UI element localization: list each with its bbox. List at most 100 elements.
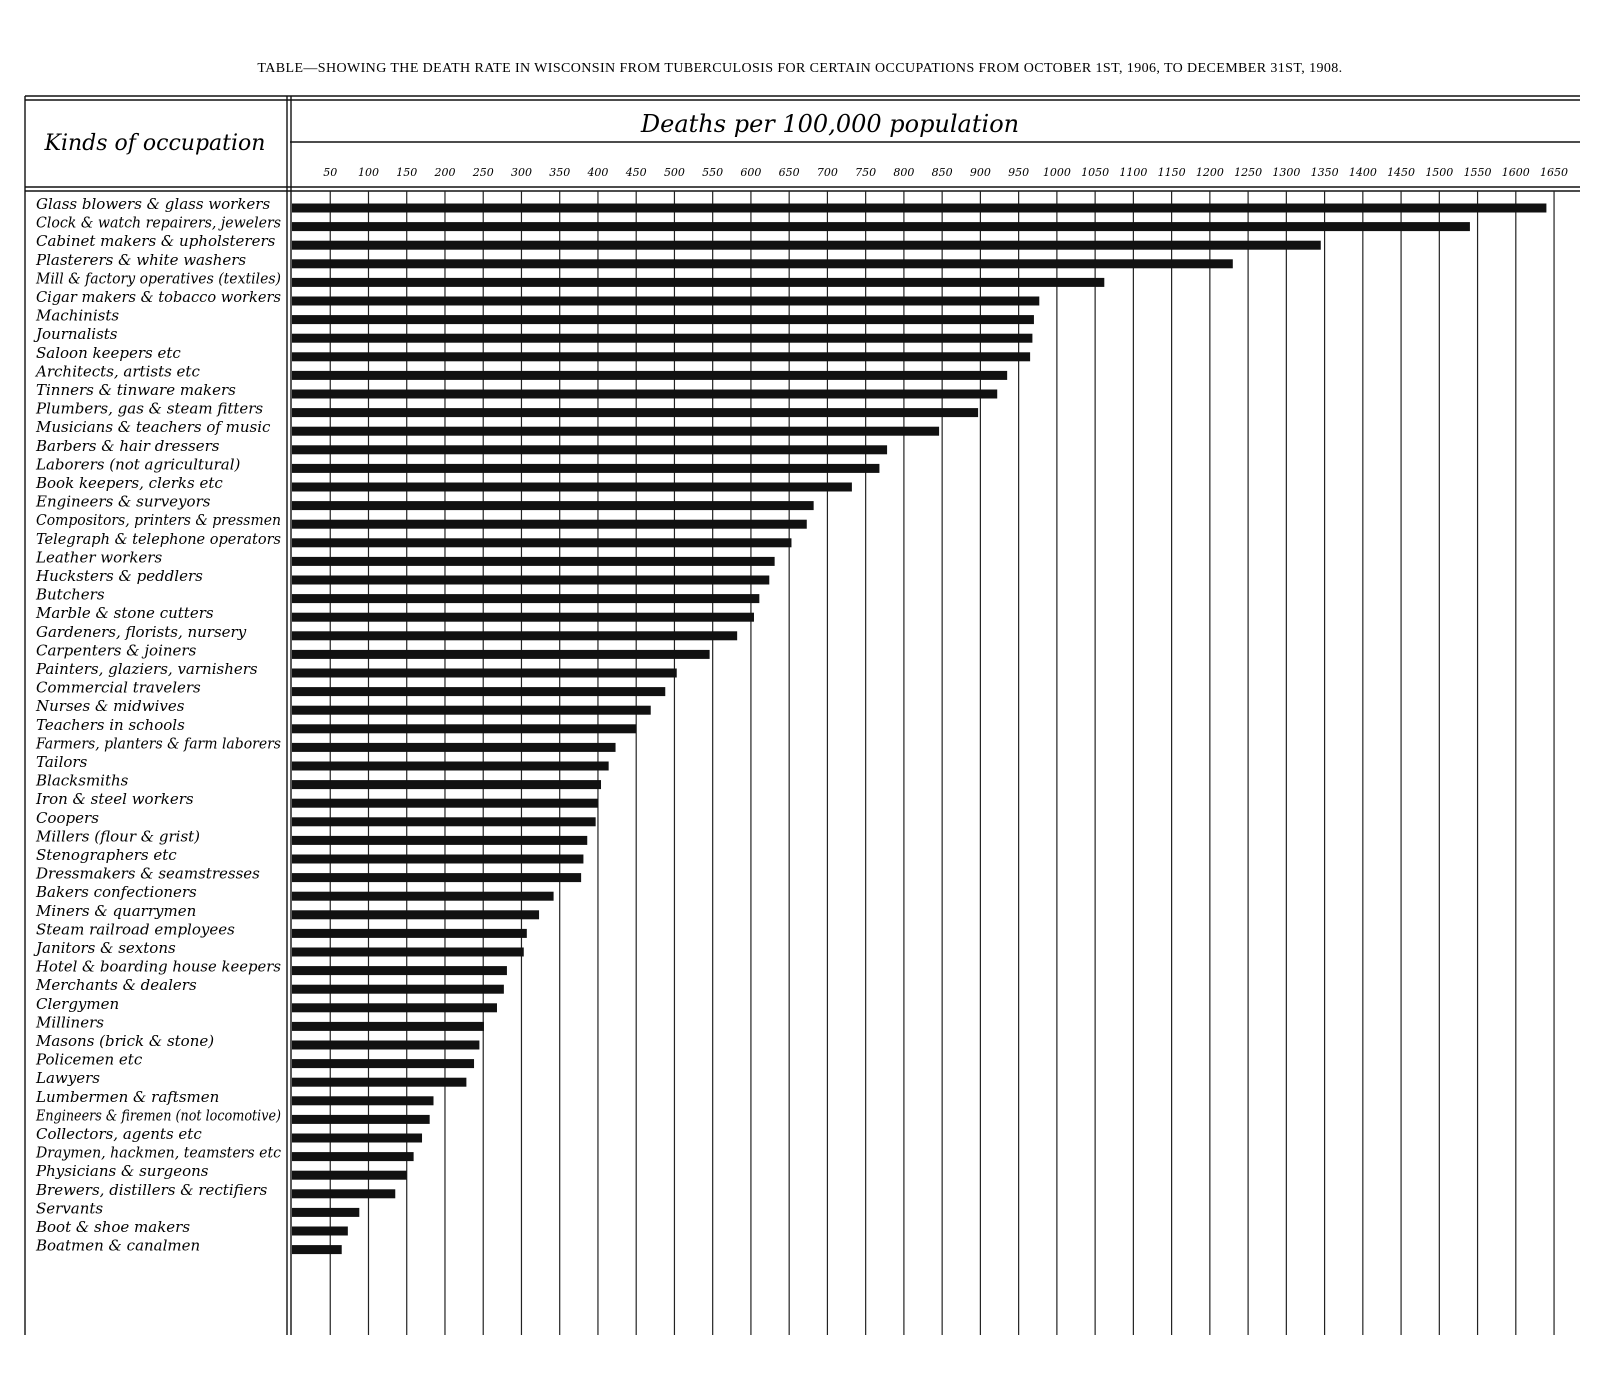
bar xyxy=(292,315,1034,325)
x-tick-label: 1300 xyxy=(1272,166,1300,179)
bar xyxy=(292,259,1233,269)
bar xyxy=(292,538,792,548)
bar xyxy=(292,575,770,585)
axis-title: Deaths per 100,000 population xyxy=(640,110,1019,138)
category-label: Policemen etc xyxy=(35,1051,143,1069)
category-label: Compositors, printers & pressmen xyxy=(36,511,281,529)
chart-title: TABLE—SHOWING THE DEATH RATE IN WISCONSI… xyxy=(257,61,1342,76)
x-tick-label: 1250 xyxy=(1234,166,1262,179)
x-tick-label: 500 xyxy=(664,166,685,179)
category-label: Book keepers, clerks etc xyxy=(35,474,223,492)
category-label: Butchers xyxy=(35,586,105,604)
bar xyxy=(292,928,527,938)
x-tick-label: 50 xyxy=(323,166,337,179)
column-header: Kinds of occupation xyxy=(44,131,266,156)
bar xyxy=(292,352,1031,362)
bar xyxy=(292,1189,396,1199)
bar xyxy=(292,408,979,418)
category-label: Dressmakers & seamstresses xyxy=(35,865,260,883)
bar xyxy=(292,668,677,678)
category-label: Lumbermen & raftsmen xyxy=(35,1088,219,1106)
x-tick-label: 600 xyxy=(740,166,761,179)
bar xyxy=(292,556,775,566)
table-frame xyxy=(24,95,1580,1335)
x-tick-label: 1400 xyxy=(1349,166,1377,179)
x-tick-label: 150 xyxy=(396,166,417,179)
category-label: Cigar makers & tobacco workers xyxy=(36,288,281,306)
bar xyxy=(292,1245,342,1255)
category-label: Masons (brick & stone) xyxy=(35,1032,214,1050)
x-tick-label: 1600 xyxy=(1502,166,1530,179)
category-label: Saloon keepers etc xyxy=(36,344,181,362)
bar xyxy=(292,296,1040,306)
category-label: Miners & quarrymen xyxy=(35,902,196,920)
category-label: Tailors xyxy=(36,753,88,771)
category-label: Architects, artists etc xyxy=(34,362,200,380)
bar xyxy=(292,1152,414,1162)
x-tick-label: 250 xyxy=(472,166,494,179)
x-tick-label: 450 xyxy=(625,166,647,179)
bar xyxy=(292,910,540,920)
bar xyxy=(292,947,524,957)
category-label: Hucksters & peddlers xyxy=(35,567,203,585)
x-tick-label: 1150 xyxy=(1158,166,1186,179)
bar xyxy=(292,854,584,864)
category-label: Plasterers & white washers xyxy=(35,251,246,269)
category-label: Leather workers xyxy=(35,548,162,566)
category-label: Lawyers xyxy=(35,1069,100,1087)
x-tick-label: 400 xyxy=(586,166,608,179)
category-label: Clock & watch repairers, jewelers xyxy=(36,214,281,232)
bar xyxy=(292,1226,348,1236)
category-label: Physicians & surgeons xyxy=(35,1162,209,1180)
x-tick-label: 1050 xyxy=(1081,166,1109,179)
bar xyxy=(292,798,598,808)
bar xyxy=(292,984,504,994)
category-label: Farmers, planters & farm laborers xyxy=(35,734,281,752)
x-tick-label: 1550 xyxy=(1464,166,1492,179)
category-label: Brewers, distillers & rectifiers xyxy=(35,1181,268,1199)
bar xyxy=(292,1077,467,1087)
bar xyxy=(292,222,1470,232)
bar xyxy=(292,612,754,622)
category-label: Collectors, agents etc xyxy=(36,1125,202,1143)
x-tick-label: 550 xyxy=(702,166,723,179)
category-label: Boot & shoe makers xyxy=(35,1218,190,1236)
category-label: Boatmen & canalmen xyxy=(35,1237,200,1255)
bar xyxy=(292,724,637,734)
bar xyxy=(292,817,596,827)
x-tick-label: 200 xyxy=(433,166,455,179)
x-tick-label: 750 xyxy=(855,166,876,179)
bar xyxy=(292,835,588,845)
bar xyxy=(292,1170,407,1180)
x-tick-label: 900 xyxy=(970,166,991,179)
x-tick-label: 850 xyxy=(932,166,953,179)
category-label: Merchants & dealers xyxy=(35,976,197,994)
bar xyxy=(292,1133,423,1143)
category-label: Hotel & boarding house keepers xyxy=(35,958,281,976)
bar xyxy=(292,1003,497,1013)
bar xyxy=(292,1040,480,1050)
category-label: Janitors & sextons xyxy=(33,939,176,957)
bar xyxy=(292,631,738,641)
category-label: Musicians & teachers of music xyxy=(35,418,271,436)
category-label: Machinists xyxy=(35,307,119,325)
category-label: Blacksmiths xyxy=(35,772,129,790)
bar xyxy=(292,1096,434,1106)
bar xyxy=(292,240,1321,250)
bar xyxy=(292,501,814,511)
bar xyxy=(292,742,616,752)
category-label: Engineers & surveyors xyxy=(35,493,211,511)
x-tick-label: 350 xyxy=(549,166,570,179)
x-tick-label: 1200 xyxy=(1196,166,1224,179)
category-label: Cabinet makers & upholsterers xyxy=(36,232,276,250)
bar xyxy=(292,1207,360,1217)
category-label: Carpenters & joiners xyxy=(36,641,197,659)
bar xyxy=(292,463,880,473)
bar xyxy=(292,1114,430,1124)
bar xyxy=(292,519,807,529)
category-label: Painters, glaziers, varnishers xyxy=(35,660,258,678)
x-tick-label: 300 xyxy=(511,166,532,179)
bar xyxy=(292,761,609,771)
category-label: Steam railroad employees xyxy=(36,920,235,938)
bar xyxy=(292,705,651,715)
